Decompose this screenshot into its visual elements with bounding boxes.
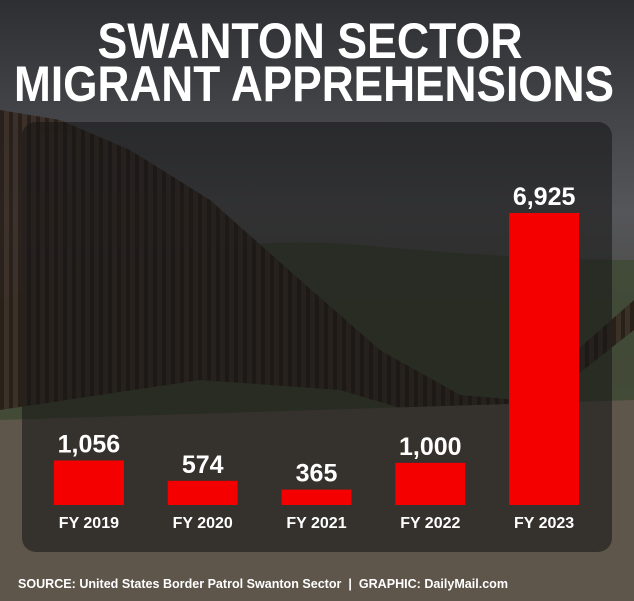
bar xyxy=(53,460,124,505)
value-label: 6,925 xyxy=(513,183,576,211)
bar xyxy=(509,213,580,505)
bar xyxy=(395,462,466,505)
x-tick-label: FY 2021 xyxy=(286,515,346,532)
x-tick-label: FY 2019 xyxy=(59,515,119,532)
chart-title: MIGRANT APPREHENSIONS xyxy=(14,56,614,112)
value-label: 1,056 xyxy=(58,430,121,458)
x-tick-label: FY 2022 xyxy=(400,515,460,532)
value-label: 1,000 xyxy=(399,433,462,461)
x-tick-label: FY 2023 xyxy=(514,515,574,532)
chart-panel xyxy=(22,122,612,552)
value-label: 365 xyxy=(296,460,338,488)
bar xyxy=(167,480,238,505)
chart-title: SWANTON SECTOR xyxy=(98,13,523,69)
bar xyxy=(281,489,352,505)
x-tick-label: FY 2020 xyxy=(173,515,233,532)
source-note: SOURCE: United States Border Patrol Swan… xyxy=(18,577,508,591)
value-label: 574 xyxy=(182,451,224,479)
